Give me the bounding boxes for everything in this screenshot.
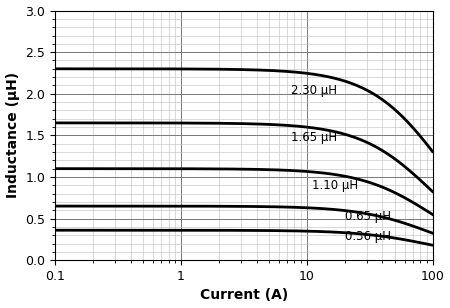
Text: 2.30 μH: 2.30 μH xyxy=(291,84,337,97)
Text: 1.10 μH: 1.10 μH xyxy=(312,179,358,192)
Text: 1.65 μH: 1.65 μH xyxy=(291,131,337,144)
Y-axis label: Inductance (μH): Inductance (μH) xyxy=(5,72,19,198)
X-axis label: Current (A): Current (A) xyxy=(199,289,288,302)
Text: 0.36 μH: 0.36 μH xyxy=(345,230,391,243)
Text: 0.65 μH: 0.65 μH xyxy=(345,210,391,223)
